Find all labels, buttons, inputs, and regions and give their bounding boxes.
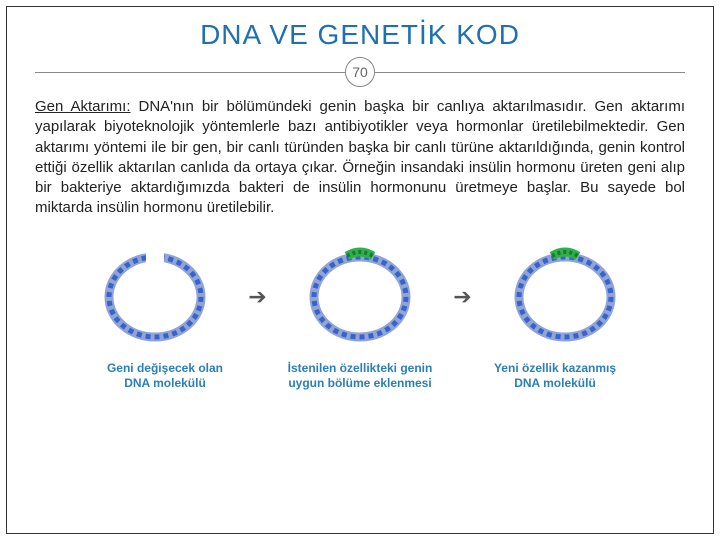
gene-transfer-diagram: ➔ ➔	[80, 237, 640, 391]
body-paragraph: Gen Aktarımı: DNA'nın bir bölümündeki ge…	[35, 97, 685, 219]
plasmid-1-svg	[90, 242, 220, 352]
caption-2: İstenilen özellikteki genin uygun bölüme…	[275, 361, 445, 391]
body-text: DNA'nın bir bölümündeki genin başka bir …	[35, 98, 685, 216]
page-title: DNA VE GENETİK KOD	[35, 19, 685, 51]
plasmid-2	[285, 237, 435, 357]
arrow-2: ➔	[453, 284, 471, 310]
caption-3-line1: Yeni özellik kazanmış	[494, 361, 616, 375]
helix-ring-icon	[314, 252, 406, 337]
slide-number-badge: 70	[345, 57, 375, 87]
term-label: Gen Aktarımı:	[35, 98, 131, 115]
caption-1-line1: Geni değişecek olan	[107, 361, 223, 375]
slide-frame: DNA VE GENETİK KOD 70 Gen Aktarımı: DNA'…	[6, 6, 714, 534]
caption-3-line2: DNA molekülü	[514, 376, 596, 390]
caption-row: Geni değişecek olan DNA molekülü İstenil…	[80, 361, 640, 391]
arrow-1: ➔	[248, 284, 266, 310]
helix-ring-icon	[519, 252, 611, 337]
title-rule: 70	[35, 57, 685, 87]
slide-number: 70	[352, 64, 368, 80]
caption-1: Geni değişecek olan DNA molekülü	[80, 361, 250, 391]
plasmid-row: ➔ ➔	[80, 237, 640, 357]
plasmid-2-svg	[295, 242, 425, 352]
plasmid-1	[80, 237, 230, 357]
caption-2-line1: İstenilen özellikteki genin	[288, 361, 433, 375]
caption-2-line2: uygun bölüme eklenmesi	[288, 376, 431, 390]
caption-3: Yeni özellik kazanmış DNA molekülü	[470, 361, 640, 391]
helix-ring-icon	[109, 250, 201, 337]
rule-left	[35, 72, 345, 73]
rule-right	[375, 72, 685, 73]
plasmid-3	[490, 237, 640, 357]
plasmid-3-svg	[500, 242, 630, 352]
caption-1-line2: DNA molekülü	[124, 376, 206, 390]
